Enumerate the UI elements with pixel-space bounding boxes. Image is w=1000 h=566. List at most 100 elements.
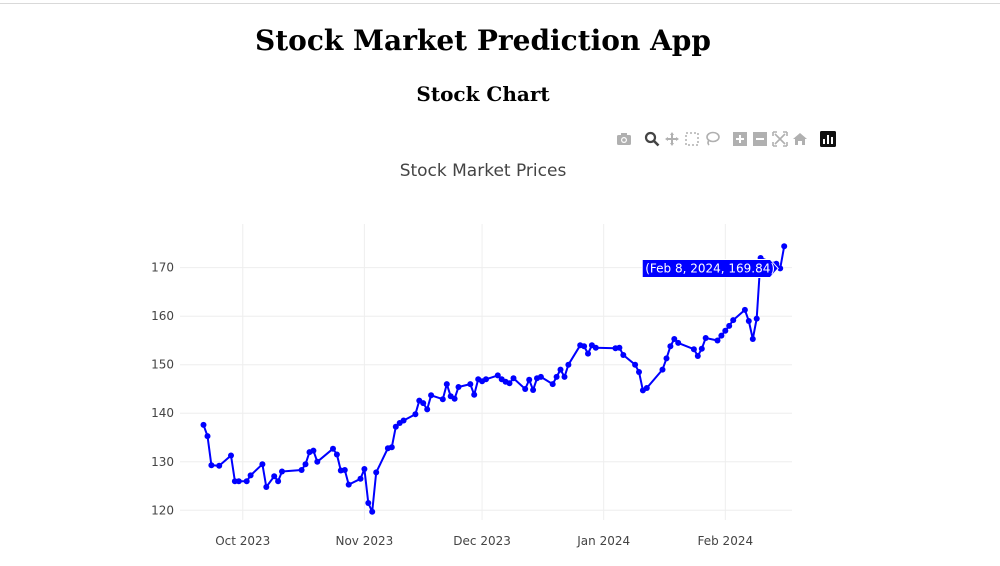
data-point	[483, 376, 489, 383]
data-point	[632, 361, 639, 368]
data-point	[400, 417, 407, 424]
data-point	[749, 336, 756, 342]
data-point	[341, 467, 348, 473]
autoscale-icon[interactable]	[770, 129, 790, 149]
x-axis: Oct 2023 Nov 2023 Dec 2023 Jan 2024 Feb 2024	[215, 534, 753, 548]
box-select-icon[interactable]	[682, 129, 702, 149]
data-point	[373, 469, 380, 476]
data-point	[561, 373, 568, 380]
data-point	[361, 466, 368, 472]
data-point	[471, 391, 478, 398]
data-point	[455, 384, 462, 390]
data-point	[730, 317, 737, 324]
data-point	[357, 475, 364, 482]
data-point	[243, 478, 250, 485]
data-point	[592, 344, 599, 351]
y-tick-label: 160	[151, 309, 174, 323]
data-point	[726, 322, 733, 329]
data-point	[330, 445, 336, 452]
camera-icon[interactable]	[614, 129, 634, 149]
data-point	[659, 366, 666, 373]
data-point	[616, 344, 623, 351]
data-point	[722, 327, 729, 334]
data-point	[636, 369, 642, 375]
data-point	[667, 343, 674, 350]
lasso-select-icon[interactable]	[702, 129, 722, 149]
data-point	[530, 387, 537, 393]
data-point	[314, 458, 321, 465]
data-point	[298, 467, 305, 473]
chart-title: Stock Market Prices	[400, 161, 567, 181]
data-point	[204, 433, 211, 440]
data-point	[275, 478, 282, 485]
x-tick-label: Feb 2024	[698, 534, 754, 548]
data-point	[235, 478, 242, 485]
data-point	[443, 381, 450, 388]
data-point	[526, 376, 533, 383]
y-tick-label: 120	[151, 503, 174, 517]
data-point	[302, 461, 309, 468]
data-point	[247, 472, 254, 479]
data-point	[671, 336, 678, 342]
data-point	[714, 337, 721, 344]
data-point	[412, 411, 419, 418]
data-point	[506, 380, 513, 387]
stock-price-chart[interactable]: Stock Market Prices 120 130 140 150 160 170 O…	[0, 150, 1000, 560]
data-point	[690, 346, 697, 353]
reset-axes-icon[interactable]	[790, 129, 810, 149]
data-point	[388, 444, 395, 451]
data-point	[333, 451, 340, 458]
chart-gridlines	[180, 224, 792, 520]
data-point	[702, 335, 709, 341]
y-tick-label: 130	[151, 455, 174, 469]
series-line	[202, 246, 786, 513]
x-tick-label: Jan 2024	[576, 534, 630, 548]
data-point	[557, 366, 564, 373]
data-point	[718, 332, 725, 339]
data-point	[451, 395, 458, 402]
data-point	[420, 400, 427, 407]
x-tick-label: Oct 2023	[215, 534, 270, 548]
data-point	[216, 462, 223, 469]
data-point	[581, 343, 588, 350]
data-point	[694, 353, 701, 359]
hover-label-text: (Feb 8, 2024, 169.84)	[645, 261, 775, 275]
data-point	[663, 355, 670, 362]
data-point	[777, 265, 784, 272]
data-point	[585, 350, 591, 357]
data-point	[208, 462, 215, 469]
data-point	[643, 385, 650, 391]
data-point	[741, 306, 748, 313]
hover-label-box	[641, 258, 779, 278]
data-point	[522, 386, 529, 392]
data-point	[271, 473, 278, 480]
data-point	[467, 381, 474, 388]
data-point	[439, 396, 446, 403]
chart-modebar	[614, 129, 838, 149]
zoom-icon[interactable]	[642, 129, 662, 149]
data-point	[553, 373, 560, 380]
data-point	[745, 318, 752, 324]
plotly-logo-icon[interactable]	[818, 129, 838, 149]
y-tick-label: 150	[151, 358, 174, 372]
y-tick-label: 170	[151, 261, 174, 275]
data-point	[424, 406, 431, 413]
data-point	[428, 392, 435, 399]
hover-tooltip: (Feb 8, 2024, 169.84)	[641, 258, 779, 278]
data-point	[263, 484, 270, 490]
section-title: Stock Chart	[416, 82, 550, 106]
data-point	[510, 375, 517, 382]
data-point	[698, 345, 705, 352]
top-divider	[0, 3, 1000, 4]
y-axis: 120 130 140 150 160 170	[151, 261, 174, 518]
data-point	[565, 361, 572, 368]
pan-icon[interactable]	[662, 129, 682, 149]
zoom-in-icon[interactable]	[730, 129, 750, 149]
price-series	[200, 243, 788, 515]
data-point	[369, 508, 376, 515]
app-title: Stock Market Prediction App	[255, 24, 711, 57]
data-point	[675, 339, 682, 346]
x-tick-label: Nov 2023	[335, 534, 393, 548]
data-point	[753, 315, 760, 322]
zoom-out-icon[interactable]	[750, 129, 770, 149]
